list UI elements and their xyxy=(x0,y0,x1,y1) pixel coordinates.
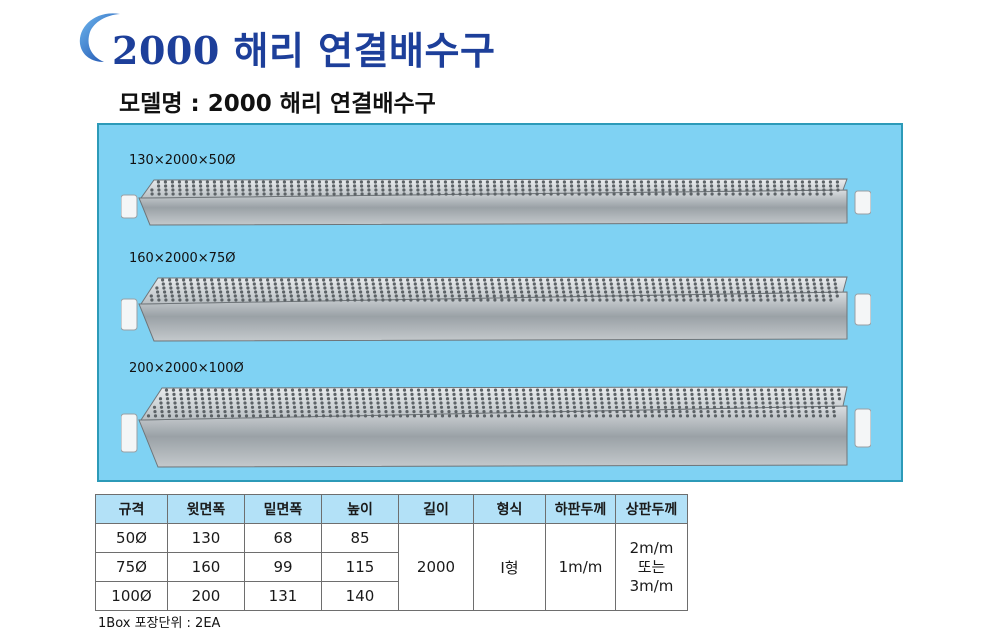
column-header: 윗면폭 xyxy=(167,494,245,524)
drain-200-image xyxy=(121,386,871,468)
table-cell: 99 xyxy=(244,552,322,582)
table-cell: 50Ø xyxy=(95,523,168,553)
table-header-row: 규격 윗면폭 밑면폭 높이 길이 형식 하판두께 상판두께 xyxy=(95,494,688,524)
model-name: 모델명 : 2000 해리 연결배수구 xyxy=(119,91,436,117)
column-header: 높이 xyxy=(321,494,399,524)
length-cell: 2000 xyxy=(398,523,474,611)
title-swoosh-icon xyxy=(79,13,120,63)
type-cell: I형 xyxy=(473,523,546,611)
bottom-thickness-cell: 1m/m xyxy=(545,523,616,611)
product-size-label: 200×2000×100Ø xyxy=(129,361,244,376)
drain-160-image xyxy=(121,276,871,342)
page-title: 2000 해리 연결배수구 xyxy=(112,28,496,73)
product-size-label: 130×2000×50Ø xyxy=(129,153,236,168)
table-cell: 115 xyxy=(321,552,399,582)
table-row: 50Ø 130 68 85 2000 I형 1m/m 2m/m 또는 3m/m xyxy=(95,523,688,611)
table-cell: 85 xyxy=(321,523,399,553)
top-thickness-line: 또는 xyxy=(637,557,666,576)
table-cell: 160 xyxy=(167,552,245,582)
packaging-note: 1Box 포장단위 : 2EA xyxy=(98,616,221,631)
top-thickness-cell: 2m/m 또는 3m/m xyxy=(615,523,688,611)
top-thickness-line: 2m/m xyxy=(629,538,674,557)
table-cell: 140 xyxy=(321,581,399,611)
column-header: 규격 xyxy=(95,494,168,524)
column-header: 길이 xyxy=(398,494,474,524)
table-row: 75Ø 160 99 115 xyxy=(95,552,688,582)
column-header: 상판두께 xyxy=(615,494,688,524)
product-image-panel: 130×2000×50Ø 160×2000×75Ø 200×2000×100Ø xyxy=(97,123,903,482)
product-size-label: 160×2000×75Ø xyxy=(129,251,236,266)
column-header: 형식 xyxy=(473,494,546,524)
table-row: 100Ø 200 131 140 xyxy=(95,581,688,611)
table-cell: 130 xyxy=(167,523,245,553)
top-thickness-line: 3m/m xyxy=(629,576,674,595)
table-cell: 131 xyxy=(244,581,322,611)
table-cell: 68 xyxy=(244,523,322,553)
table-cell: 200 xyxy=(167,581,245,611)
drain-130-image xyxy=(121,178,871,226)
table-cell: 75Ø xyxy=(95,552,168,582)
column-header: 하판두께 xyxy=(545,494,616,524)
column-header: 밑면폭 xyxy=(244,494,322,524)
spec-table: 규격 윗면폭 밑면폭 높이 길이 형식 하판두께 상판두께 50Ø 130 68… xyxy=(95,494,688,611)
table-cell: 100Ø xyxy=(95,581,168,611)
